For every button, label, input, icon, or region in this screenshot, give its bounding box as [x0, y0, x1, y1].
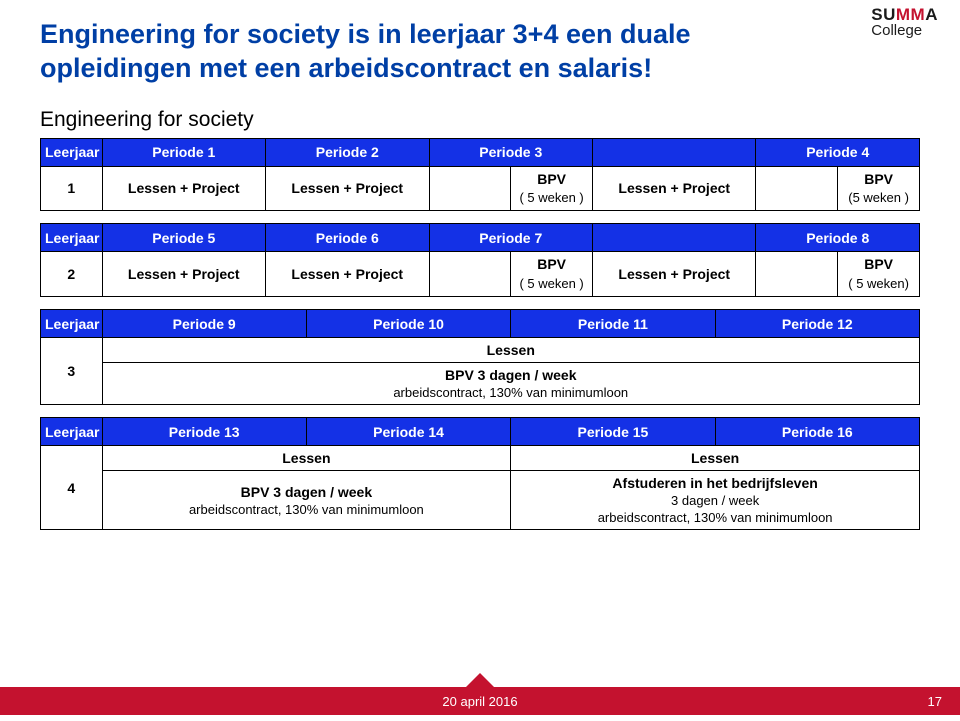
footer-arrow-icon	[466, 673, 494, 687]
bpv-sub: ( 5 weken)	[842, 276, 915, 292]
cell-lesson: Lessen + Project	[592, 252, 756, 297]
cell-bpv: BPV ( 5 weken)	[838, 252, 920, 297]
footer-page-number: 17	[928, 694, 942, 709]
contract-line: arbeidscontract, 130% van minimumloon	[107, 385, 915, 400]
cell-lessen: Lessen	[511, 446, 920, 471]
th: Periode 9	[102, 310, 306, 338]
cell-lessen: Lessen	[102, 338, 919, 363]
cell-empty	[429, 252, 511, 297]
logo-text-1b: A	[925, 5, 938, 24]
cell-graduate-block: Afstuderen in het bedrijfsleven 3 dagen …	[511, 471, 920, 530]
th: Periode 5	[102, 224, 266, 252]
bpv-sub: ( 5 weken )	[515, 276, 588, 292]
bpv-line: BPV 3 dagen / week	[107, 367, 915, 383]
th: Periode 13	[102, 418, 306, 446]
page-title: Engineering for society is in leerjaar 3…	[40, 18, 820, 86]
bpv-label: BPV	[842, 256, 915, 274]
year-number: 1	[41, 166, 103, 211]
footer-bar: 20 april 2016 17	[0, 687, 960, 715]
bpv-line: BPV 3 dagen / week	[107, 484, 507, 500]
th	[592, 224, 756, 252]
th: Periode 3	[429, 138, 592, 166]
th	[592, 138, 756, 166]
table-year-4: Leerjaar Periode 13 Periode 14 Periode 1…	[40, 417, 920, 530]
year-number: 4	[41, 446, 103, 530]
cell-bpv-block: BPV 3 dagen / week arbeidscontract, 130%…	[102, 471, 511, 530]
bpv-label: BPV	[515, 256, 588, 274]
logo: SUMMA College	[871, 6, 938, 38]
table-year-2: Leerjaar Periode 5 Periode 6 Periode 7 P…	[40, 223, 920, 297]
footer-date: 20 april 2016	[0, 694, 960, 709]
logo-text-2: College	[871, 23, 938, 38]
table-year-3: Leerjaar Periode 9 Periode 10 Periode 11…	[40, 309, 920, 405]
th: Leerjaar	[41, 138, 103, 166]
cell-lesson: Lessen + Project	[102, 252, 266, 297]
th: Periode 16	[715, 418, 919, 446]
cell-bpv: BPV ( 5 weken )	[511, 252, 593, 297]
th: Leerjaar	[41, 224, 103, 252]
table-year-1: Leerjaar Periode 1 Periode 2 Periode 3 P…	[40, 138, 920, 212]
cell-bpv-block: BPV 3 dagen / week arbeidscontract, 130%…	[102, 363, 919, 405]
cell-empty	[756, 252, 838, 297]
cell-lesson: Lessen + Project	[266, 252, 430, 297]
th: Leerjaar	[41, 310, 103, 338]
cell-bpv: BPV ( 5 weken )	[511, 166, 593, 211]
th: Periode 14	[306, 418, 510, 446]
bpv-label: BPV	[842, 171, 915, 189]
th: Periode 2	[266, 138, 430, 166]
bpv-label: BPV	[515, 171, 588, 189]
grad-line: arbeidscontract, 130% van minimumloon	[515, 510, 915, 525]
cell-lessen: Lessen	[102, 446, 511, 471]
th: Periode 12	[715, 310, 919, 338]
bpv-sub: ( 5 weken )	[515, 190, 588, 206]
cell-lesson: Lessen + Project	[102, 166, 266, 211]
cell-empty	[429, 166, 511, 211]
grad-line: 3 dagen / week	[515, 493, 915, 508]
th: Periode 8	[756, 224, 920, 252]
subtitle: Engineering for society	[40, 108, 920, 132]
th: Leerjaar	[41, 418, 103, 446]
th: Periode 15	[511, 418, 715, 446]
th: Periode 11	[511, 310, 715, 338]
year-number: 2	[41, 252, 103, 297]
cell-empty	[756, 166, 838, 211]
th: Periode 10	[306, 310, 510, 338]
th: Periode 6	[266, 224, 430, 252]
th: Periode 4	[756, 138, 920, 166]
cell-bpv: BPV (5 weken )	[838, 166, 920, 211]
th: Periode 7	[429, 224, 592, 252]
bpv-sub: (5 weken )	[842, 190, 915, 206]
cell-lesson: Lessen + Project	[592, 166, 756, 211]
year-number: 3	[41, 338, 103, 405]
grad-line: Afstuderen in het bedrijfsleven	[515, 475, 915, 491]
th: Periode 1	[102, 138, 266, 166]
cell-lesson: Lessen + Project	[266, 166, 430, 211]
contract-line: arbeidscontract, 130% van minimumloon	[107, 502, 507, 517]
